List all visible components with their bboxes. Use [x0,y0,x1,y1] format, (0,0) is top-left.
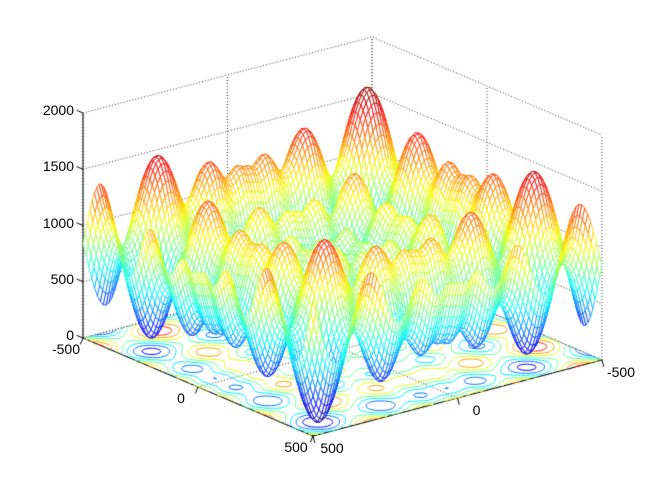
x-tick-label: 500 [284,439,308,455]
z-tick-label: 2000 [42,102,74,118]
x-tick-label: 0 [177,390,185,406]
y-tick-label: 500 [320,440,344,456]
y-tick-label: 0 [472,402,481,418]
z-tick-label: 0 [66,327,74,343]
z-tick-label: 1000 [42,214,74,231]
z-tick-label: 500 [50,270,74,287]
x-tick-label: -500 [51,341,81,357]
z-tick-label: 1500 [42,158,74,175]
y-tick-label: -500 [606,364,636,380]
